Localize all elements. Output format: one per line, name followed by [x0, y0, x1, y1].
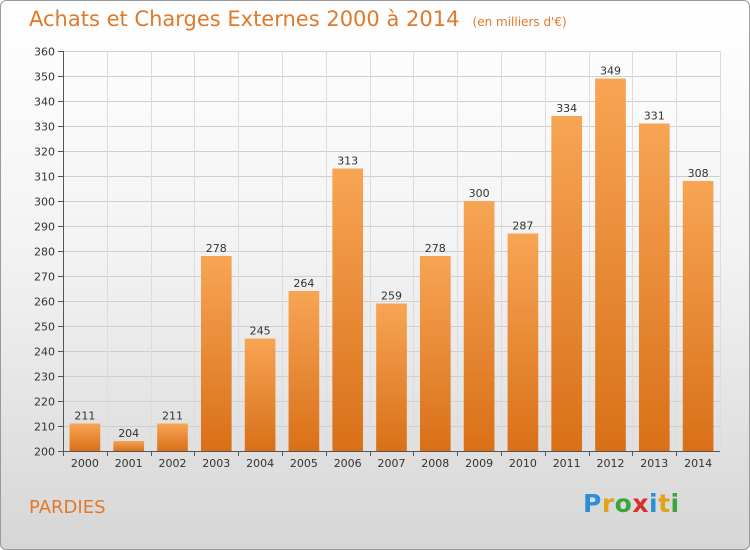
- y-tick-label: 300: [34, 196, 55, 209]
- x-tick-label-2001: 2001: [115, 457, 143, 470]
- bars: [69, 78, 714, 451]
- x-tick-label-2005: 2005: [290, 457, 318, 470]
- x-tick-label-2002: 2002: [159, 457, 187, 470]
- logo-letter: P: [583, 489, 602, 518]
- bar-2010: [507, 233, 539, 451]
- y-tick-label: 330: [34, 121, 55, 134]
- x-tick-label-2009: 2009: [465, 457, 493, 470]
- y-tick-label: 280: [34, 246, 55, 259]
- x-tick-label-2004: 2004: [246, 457, 274, 470]
- x-tick-label-2008: 2008: [421, 457, 449, 470]
- y-tick-label: 340: [34, 96, 55, 109]
- y-tick-label: 230: [34, 371, 55, 384]
- chart-title: Achats et Charges Externes 2000 à 2014 (…: [29, 7, 567, 31]
- y-tick-label: 360: [34, 46, 55, 59]
- x-tick-label-2013: 2013: [640, 457, 668, 470]
- data-label-2001: 204: [118, 427, 139, 440]
- logo-letter: o: [614, 489, 633, 518]
- x-tick-label-2003: 2003: [202, 457, 230, 470]
- y-tick-label: 260: [34, 296, 55, 309]
- bar-2001: [113, 441, 145, 451]
- logo-letter: i: [670, 489, 680, 518]
- x-tick-label-2011: 2011: [553, 457, 581, 470]
- x-tick-label-2012: 2012: [597, 457, 625, 470]
- bar-2003: [200, 256, 232, 451]
- labels: 200 210 220 230 240 250 260 270 280 290 300 310 320 3…: [34, 46, 712, 471]
- bar-2009: [463, 201, 495, 451]
- x-tick-label-2007: 2007: [378, 457, 406, 470]
- proxiti-logo: Proxiti: [583, 489, 680, 518]
- data-label-2013: 331: [644, 110, 665, 123]
- bar-2008: [419, 256, 451, 451]
- chart-unit-label: (en milliers d'€): [472, 15, 567, 29]
- y-tick-label: 240: [34, 346, 55, 359]
- data-label-2008: 278: [425, 242, 446, 255]
- bar-2002: [157, 423, 188, 451]
- data-label-2000: 211: [74, 410, 95, 423]
- logo-letter: i: [649, 489, 659, 518]
- logo-letter: x: [632, 489, 649, 518]
- x-tick-label-2010: 2010: [509, 457, 537, 470]
- bar-2000: [69, 423, 101, 451]
- chart-title-text: Achats et Charges Externes 2000 à 2014: [29, 7, 460, 31]
- y-tick-label: 210: [34, 421, 55, 434]
- bar-2012: [595, 78, 626, 451]
- bar-2007: [376, 303, 407, 451]
- x-tick-label-2006: 2006: [334, 457, 362, 470]
- y-tick-label: 310: [34, 171, 55, 184]
- y-tick-label: 250: [34, 321, 55, 334]
- logo-letter: t: [658, 489, 671, 518]
- y-tick-label: 220: [34, 396, 55, 409]
- y-tick-label: 320: [34, 146, 55, 159]
- bar-2004: [244, 338, 276, 451]
- data-label-2012: 349: [600, 65, 621, 78]
- y-tick-label: 270: [34, 271, 55, 284]
- data-label-2004: 245: [250, 325, 271, 338]
- data-label-2009: 300: [469, 187, 490, 200]
- data-label-2007: 259: [381, 290, 402, 303]
- y-tick-label: 290: [34, 221, 55, 234]
- bar-2006: [332, 168, 364, 451]
- commune-name: PARDIES: [29, 497, 106, 518]
- y-tick-label: 350: [34, 71, 55, 84]
- bar-2013: [638, 123, 670, 451]
- data-label-2014: 308: [688, 167, 709, 180]
- bar-2005: [288, 291, 320, 451]
- x-tick-label-2000: 2000: [71, 457, 99, 470]
- data-label-2005: 264: [293, 277, 314, 290]
- data-label-2002: 211: [162, 410, 183, 423]
- data-label-2006: 313: [337, 155, 358, 168]
- logo-letter: r: [601, 489, 615, 518]
- data-label-2003: 278: [206, 242, 227, 255]
- bar-2014: [682, 181, 714, 451]
- data-label-2010: 287: [512, 220, 533, 233]
- data-label-2011: 334: [556, 102, 577, 115]
- axes: [58, 51, 720, 456]
- y-tick-label: 200: [34, 446, 55, 459]
- bar-2011: [551, 116, 583, 451]
- x-tick-label-2014: 2014: [684, 457, 712, 470]
